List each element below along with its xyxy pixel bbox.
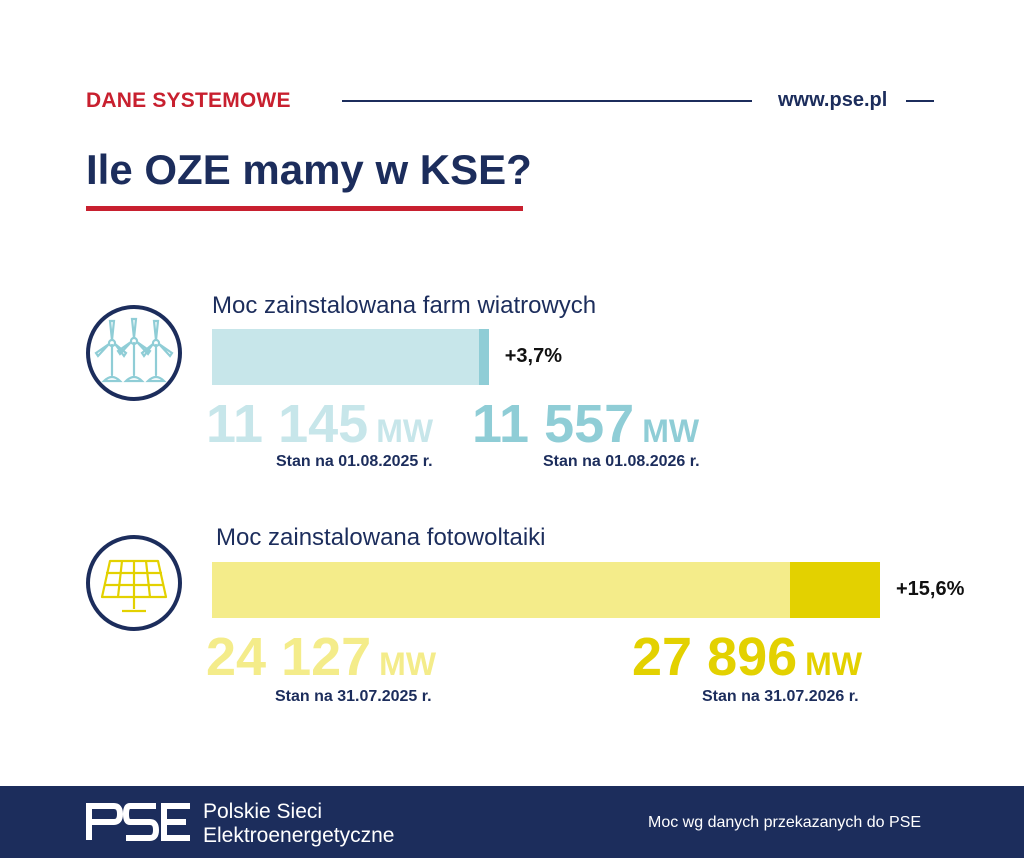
solar-panel-icon [86,535,182,631]
company-name-line2: Elektroenergetyczne [203,824,395,847]
footer-bar: Polskie Sieci Elektroenergetyczne Moc wg… [0,786,1024,858]
wind-date-before: Stan na 01.08.2025 r. [276,453,433,470]
wind-turbine-icon [86,305,182,401]
header-divider [342,100,752,102]
header-divider-end [906,100,934,102]
website-link[interactable]: www.pse.pl [778,89,888,111]
wind-value-before-number: 11 145 [206,394,369,454]
wind-value-before: 11 145 MW [206,397,433,451]
solar-date-before: Stan na 31.07.2025 r. [275,688,432,705]
pse-logo [86,802,192,847]
wind-value-after-number: 11 557 [472,394,635,454]
solar-unit-before: MW [379,646,437,682]
solar-section-title: Moc zainstalowana fotowoltaiki [216,524,546,551]
company-name-line1: Polskie Sieci [203,800,323,823]
page-title: Ile OZE mamy w KSE? [86,146,532,193]
wind-bar-increase [478,329,489,385]
wind-change-label: +3,7% [504,345,562,367]
wind-section-title: Moc zainstalowana farm wiatrowych [212,292,597,319]
solar-value-after-number: 27 896 [632,627,798,687]
wind-unit-before: MW [376,413,434,449]
solar-date-after: Stan na 31.07.2026 r. [702,688,859,705]
wind-date-after: Stan na 01.08.2026 r. [543,453,700,470]
title-underline [86,206,523,211]
solar-unit-after: MW [805,646,863,682]
company-name: Polskie Sieci Elektroenergetyczne [203,800,394,848]
solar-bar-increase [789,562,880,618]
solar-bar-before [212,562,790,618]
section-kicker: DANE SYSTEMOWE [86,89,291,112]
wind-unit-after: MW [642,413,700,449]
source-note: Moc wg danych przekazanych do PSE [648,814,922,831]
solar-change-label: +15,6% [896,578,965,600]
solar-value-after: 27 896 MW [632,630,862,684]
solar-value-before-number: 24 127 [206,627,372,687]
pse-logo-mark [86,803,190,841]
solar-value-before: 24 127 MW [206,630,436,684]
wind-bar-before [212,329,479,385]
wind-value-after: 11 557 MW [472,397,699,451]
